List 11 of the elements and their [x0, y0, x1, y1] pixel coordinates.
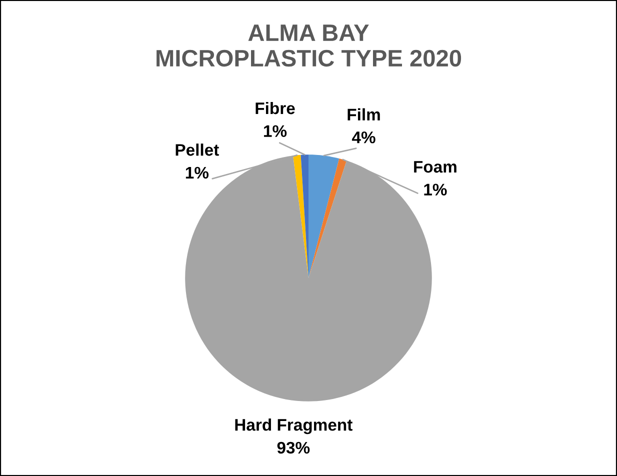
slice-label: Pellet — [176, 144, 219, 156]
slice-label: Film — [348, 108, 380, 120]
data-label: 1% — [424, 184, 447, 196]
data-label: 4% — [352, 132, 376, 144]
data-label: 1% — [264, 125, 287, 137]
data-label: 1% — [186, 166, 209, 179]
data-label: 93% — [277, 442, 310, 454]
slice-label: Hard Fragment — [235, 418, 352, 434]
slice-label: Fibre — [256, 102, 295, 114]
slice-label: Foam — [414, 161, 456, 173]
chart-title: ALMA BAY MICROPLASTIC TYPE 2020 — [156, 24, 462, 67]
